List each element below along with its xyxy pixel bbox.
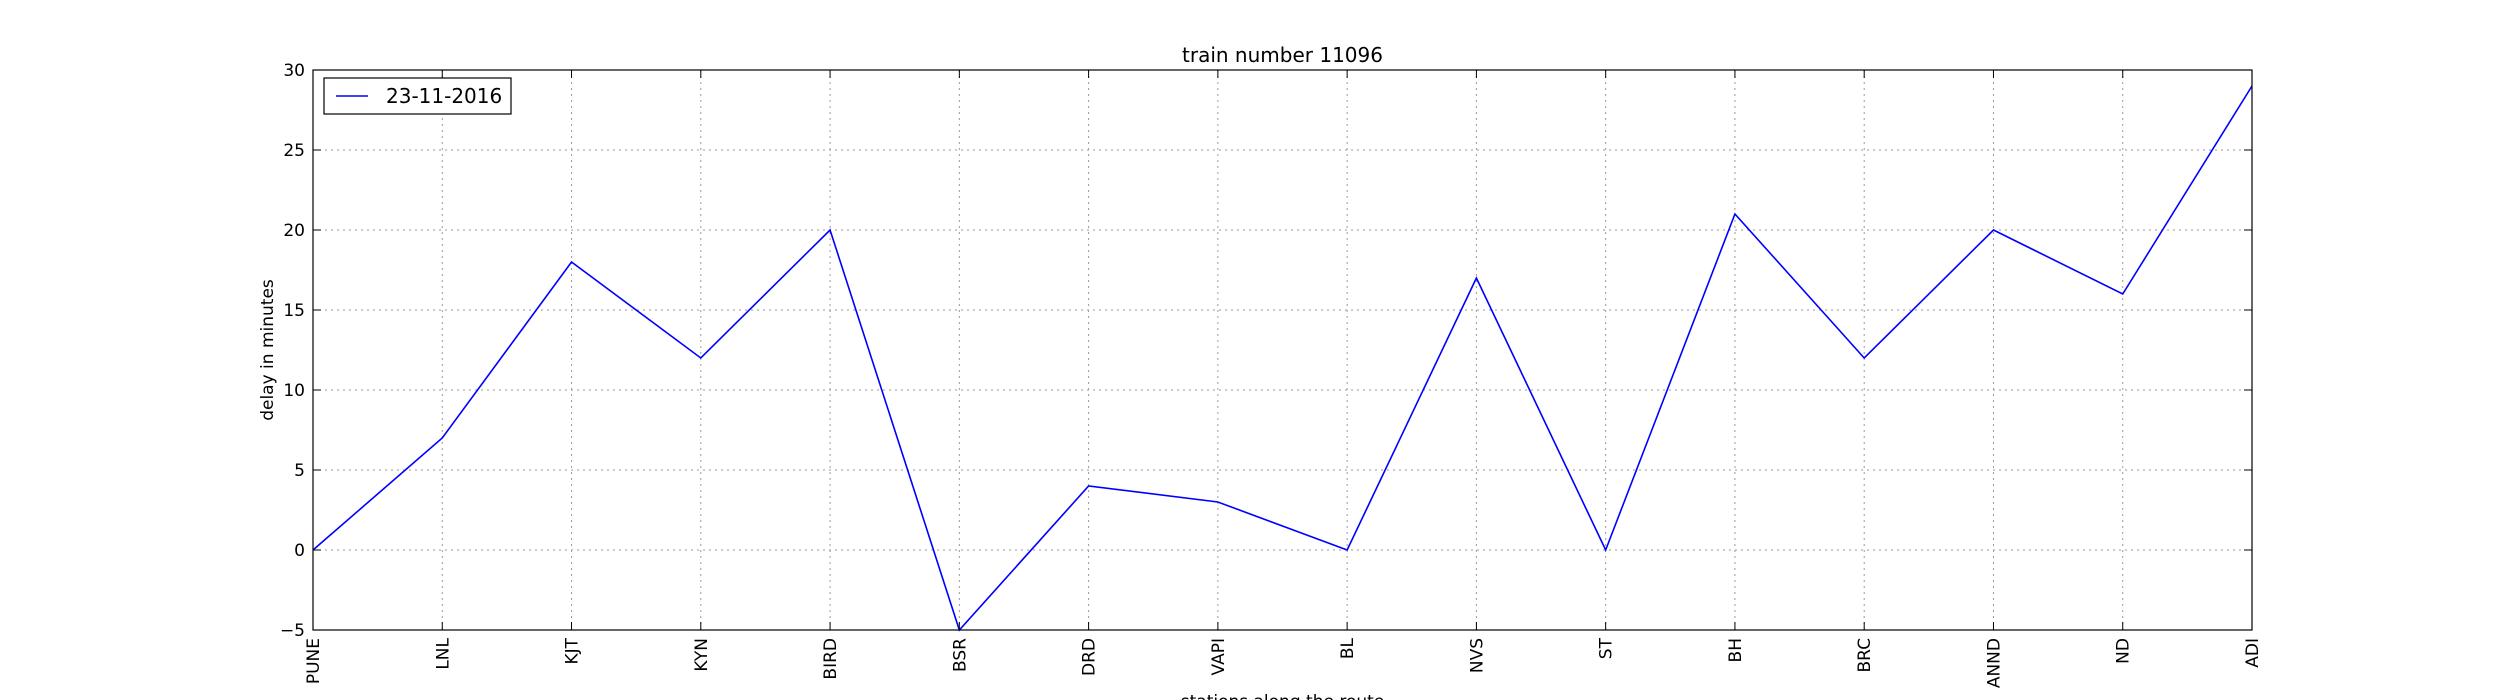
y-tick-label: 25 (283, 141, 305, 161)
plot-frame (312, 69, 2253, 631)
x-tick-label: ND (2114, 638, 2134, 664)
y-tick-label: 10 (283, 381, 305, 401)
x-tick-label: NVS (1467, 638, 1487, 673)
chart-title: train number 11096 (1182, 43, 1383, 67)
x-tick-label: PUNE (304, 638, 324, 684)
y-tick-label: 30 (283, 61, 305, 81)
x-tick-label: ST (1597, 637, 1617, 659)
legend-label: 23-11-2016 (386, 84, 502, 108)
x-axis-label: stations along the route (1181, 692, 1385, 700)
x-tick-label: LNL (433, 637, 453, 669)
legend: 23-11-2016 (323, 77, 512, 115)
x-tick-label: BIRD (821, 638, 841, 680)
series-lines (312, 85, 2253, 632)
x-tick-label: BH (1726, 638, 1746, 662)
x-tick-label: DRD (1080, 638, 1100, 676)
y-tick-label: 20 (283, 221, 305, 241)
series-line (312, 85, 2253, 632)
x-tick-label: ANND (1984, 638, 2004, 688)
x-tick-label: BL (1338, 637, 1358, 659)
y-tick-label: 0 (294, 541, 305, 561)
x-tick-label: VAPI (1209, 638, 1229, 675)
y-tick-label: 15 (283, 301, 305, 321)
y-axis-label: delay in minutes (258, 279, 278, 421)
x-tick-label: KYN (692, 638, 712, 672)
x-tick-label: BRC (1855, 638, 1875, 673)
y-tick-label: −5 (280, 621, 305, 641)
y-axis-ticks: −5 0 5 10 15 20 25 30 (280, 61, 2252, 641)
x-tick-label: KJT (563, 637, 583, 664)
x-tick-label: ADI (2243, 638, 2263, 668)
x-axis-ticks: PUNE LNL KJT KYN BIRD BSR DRD VAPI BL NVS ST BH BRC A… (304, 70, 2263, 688)
y-tick-label: 5 (294, 461, 305, 481)
x-tick-label: BSR (950, 638, 970, 672)
